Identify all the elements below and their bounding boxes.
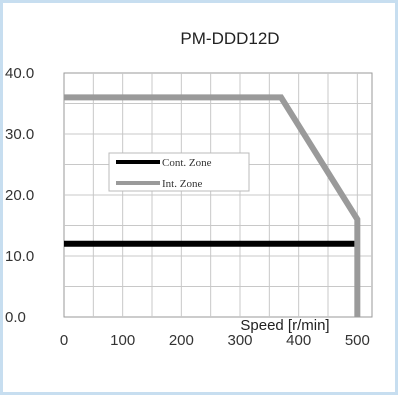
y-tick-label: 0.0	[5, 309, 26, 326]
x-tick-label: 400	[286, 332, 311, 349]
x-axis-ticks: 0 100 200 300 400 500	[60, 332, 370, 349]
legend: Cont. Zone Int. Zone	[108, 152, 250, 192]
series-line-int-zone	[64, 94, 361, 317]
y-axis-ticks: 0.0 10.0 20.0 30.0 40.0	[5, 65, 34, 326]
legend-label-cont-zone: Cont. Zone	[162, 157, 212, 169]
series	[64, 94, 361, 317]
x-axis-label: Speed [r/min]	[240, 317, 329, 334]
y-tick-label: 10.0	[5, 248, 34, 265]
x-tick-label: 0	[60, 332, 68, 349]
x-tick-label: 500	[345, 332, 370, 349]
x-tick-label: 100	[110, 332, 135, 349]
legend-label-int-zone: Int. Zone	[162, 178, 202, 190]
y-tick-label: 30.0	[5, 126, 34, 143]
x-tick-label: 300	[227, 332, 252, 349]
x-tick-label: 200	[169, 332, 194, 349]
y-tick-label: 40.0	[5, 65, 34, 82]
y-tick-label: 20.0	[5, 187, 34, 204]
chart-title: PM-DDD12D	[180, 29, 279, 48]
